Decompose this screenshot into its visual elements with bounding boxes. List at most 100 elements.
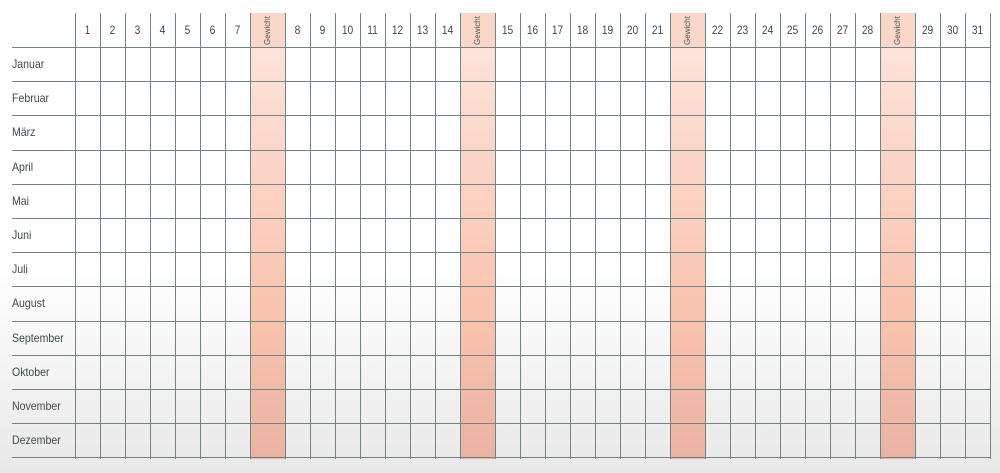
grid-row-line [12,286,990,287]
day-number-header: 12 [391,23,404,37]
day-number-header: 18 [576,23,589,37]
grid-row-line [12,423,990,424]
grid-column-line [670,13,671,459]
day-number-header: 4 [159,23,166,37]
weight-column-header: Gewicht [460,13,495,47]
month-label: März [12,125,36,139]
grid-row-line [12,150,990,151]
weight-column-band [250,13,285,459]
grid-column-line [915,13,916,459]
grid-column-line [150,13,151,459]
weight-column-header-bg [670,13,705,47]
grid-row-line [12,47,990,48]
day-number-header: 14 [441,23,454,37]
grid-column-line [435,13,436,459]
grid-column-line [285,13,286,459]
month-label: April [12,160,34,174]
day-number-header: 20 [626,23,639,37]
weight-column-header: Gewicht [880,13,915,47]
day-number-header: 26 [811,23,824,37]
month-label: Juni [12,228,32,242]
grid-column-line [385,13,386,459]
grid-column-line [175,13,176,459]
day-number-header: 15 [501,23,514,37]
month-label: Juli [12,262,28,276]
day-number-header: 16 [526,23,539,37]
weight-column-header: Gewicht [670,13,705,47]
grid-column-line [545,13,546,459]
grid-row-line [12,355,990,356]
day-number-header: 11 [367,23,378,37]
grid-column-line [460,13,461,459]
grid-column-line [250,13,251,459]
grid-row-line [12,81,990,82]
grid-column-line [520,13,521,459]
grid-column-line [335,13,336,459]
grid-column-line [495,13,496,459]
day-number-header: 7 [234,23,241,37]
month-label: November [12,399,61,413]
grid-column-line [410,13,411,459]
day-number-header: 31 [971,23,984,37]
grid-column-line [965,13,966,459]
day-number-header: 8 [294,23,301,37]
grid-column-line [940,13,941,459]
grid-column-line [125,13,126,459]
grid-column-line [620,13,621,459]
grid-row-line [12,389,990,390]
day-number-header: 23 [736,23,749,37]
weight-column-band [670,13,705,459]
grid-row-line [12,115,990,116]
grid-row-line [12,252,990,253]
grid-row-line [12,457,990,458]
day-number-header: 13 [416,23,429,37]
grid-row-line [12,184,990,185]
grid-row-line [12,218,990,219]
day-number-header: 28 [861,23,874,37]
grid-column-line [755,13,756,459]
month-label: Februar [12,91,49,105]
month-label: Dezember [12,433,61,447]
day-number-header: 24 [761,23,774,37]
grid-row-line [12,321,990,322]
grid-column-line [855,13,856,459]
grid-column-line [310,13,311,459]
day-number-header: 6 [209,23,216,37]
day-number-header: 9 [319,23,326,37]
day-number-header: 3 [134,23,141,37]
weight-column-header-bg [460,13,495,47]
day-number-header: 30 [946,23,959,37]
weight-column-label: Gewicht [893,15,902,45]
day-number-header: 5 [184,23,191,37]
day-number-header: 22 [711,23,724,37]
day-number-header: 2 [109,23,116,37]
day-number-header: 29 [921,23,934,37]
month-label: Januar [12,57,45,71]
grid-column-line [780,13,781,459]
day-number-header: 19 [601,23,614,37]
month-label: September [12,331,64,345]
weight-column-header-bg [880,13,915,47]
day-number-header: 10 [341,23,354,37]
weight-column-header: Gewicht [250,13,285,47]
weight-column-band [460,13,495,459]
weight-column-label: Gewicht [473,15,482,45]
grid-column-line [100,13,101,459]
day-number-header: 21 [651,23,664,37]
month-label: Mai [12,194,30,208]
day-number-header: 25 [786,23,799,37]
grid-column-line [645,13,646,459]
grid-column-line [200,13,201,459]
day-number-header: 1 [84,23,91,37]
grid-column-line [880,13,881,459]
grid-column-line [75,13,76,459]
grid-column-line [225,13,226,459]
weight-column-label: Gewicht [683,15,692,45]
grid-column-line [570,13,571,459]
weight-column-band [880,13,915,459]
grid-column-line [705,13,706,459]
grid-column-line [595,13,596,459]
grid-column-line [730,13,731,459]
grid-column-line [830,13,831,459]
